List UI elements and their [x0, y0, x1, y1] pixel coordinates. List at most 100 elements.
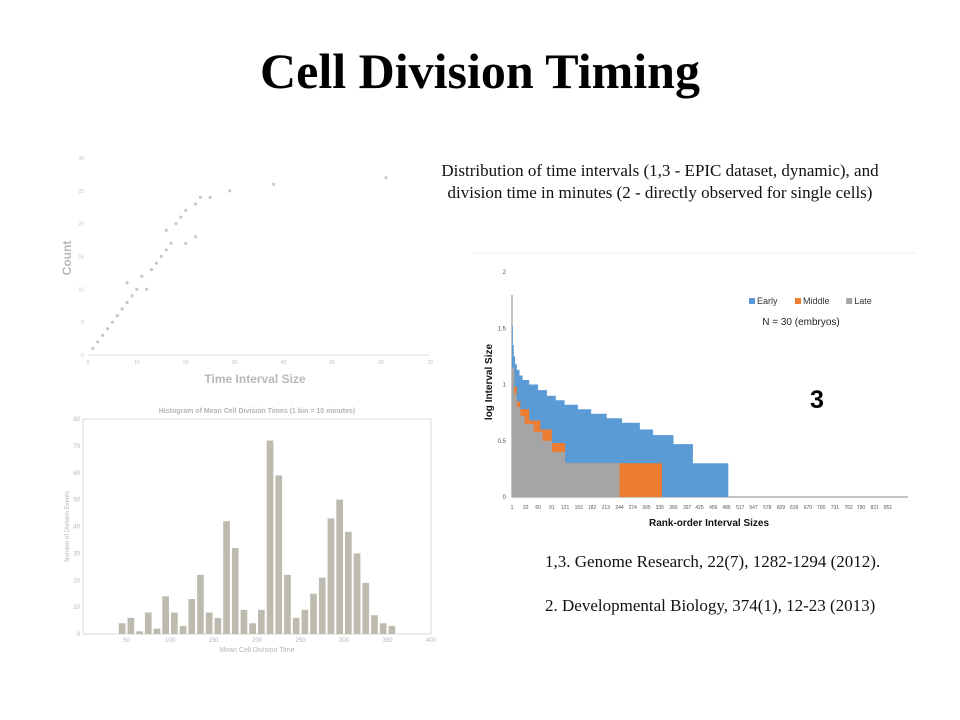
x-tick-label: 40	[281, 360, 287, 366]
x-tick-label: 150	[208, 638, 219, 644]
x-tick-label: 274	[629, 505, 638, 511]
histogram-bar	[205, 612, 213, 634]
x-tick-label: 121	[561, 505, 570, 511]
chart-title: Histogram of Mean Cell Division Times (1…	[159, 408, 356, 415]
x-tick-label: 32	[523, 505, 529, 511]
x-tick-label: 0	[87, 360, 90, 366]
histogram-bar	[379, 623, 387, 634]
histogram-bar	[197, 574, 204, 634]
histogram-bar	[388, 625, 396, 634]
y-tick-label: 1	[503, 383, 507, 389]
x-tick-label: 305	[642, 505, 651, 511]
y-tick-label: 25	[78, 189, 84, 195]
x-tick-label: 486	[722, 505, 731, 511]
scatter-point	[208, 195, 212, 199]
x-tick-label: 335	[656, 505, 665, 511]
x-tick-label: 400	[426, 638, 437, 644]
x-tick-label: 30	[232, 360, 238, 366]
scatter-point	[145, 287, 149, 291]
x-tick-label: 700	[817, 505, 826, 511]
scatter-point	[174, 222, 178, 226]
histogram-bar	[310, 593, 317, 634]
scatter-point	[184, 241, 188, 245]
y-tick-label: 10	[78, 287, 84, 293]
histogram-bar	[214, 617, 222, 634]
x-tick-label: 50	[330, 360, 336, 366]
histogram-bar	[162, 596, 169, 634]
scatter-point	[179, 215, 183, 219]
histogram-bar	[188, 599, 196, 634]
x-tick-label: 456	[709, 505, 718, 511]
x-tick-label: 1	[511, 505, 514, 511]
histogram-bar	[371, 615, 378, 634]
legend-swatch-early	[749, 298, 755, 304]
y-tick-label: 70	[73, 444, 80, 450]
y-tick-label: 80	[73, 417, 80, 423]
histogram-bar	[266, 440, 274, 634]
histogram-bar	[284, 574, 291, 634]
y-tick-label: 20	[78, 222, 84, 228]
x-tick-label: 547	[749, 505, 758, 511]
x-tick-label: 70	[427, 360, 433, 366]
x-tick-label: 425	[695, 505, 704, 511]
scatter-point	[184, 208, 188, 213]
legend-label-early: Early	[757, 296, 778, 306]
x-tick-label: 244	[615, 505, 624, 511]
histogram-bar	[153, 628, 161, 634]
y-tick-label: 2	[503, 270, 507, 276]
scatter-point	[384, 176, 388, 180]
x-tick-label: 821	[871, 505, 880, 511]
scatter-point	[125, 281, 129, 285]
y-tick-label: 15	[78, 255, 84, 261]
x-tick-label: 762	[844, 505, 853, 511]
x-tick-label: 60	[535, 505, 541, 511]
legend-label-middle: Middle	[803, 296, 830, 306]
scatter-point	[228, 189, 232, 193]
scatter-point	[101, 333, 105, 337]
legend-swatch-middle	[795, 298, 801, 304]
y-tick-label: 5	[81, 320, 84, 326]
histogram-bar	[127, 617, 135, 634]
x-tick-label: 300	[339, 638, 350, 644]
y-tick-label: 0	[81, 353, 84, 359]
x-tick-label: 670	[804, 505, 813, 511]
histogram-bar	[292, 617, 300, 634]
x-tick-label: 851	[884, 505, 893, 511]
series-area-late	[512, 367, 620, 497]
x-tick-label: 200	[252, 638, 263, 644]
caption-line-1: Distribution of time intervals (1,3 - EP…	[441, 161, 879, 180]
scatter-point	[130, 294, 134, 298]
x-tick-label: 517	[736, 505, 745, 511]
histogram-bar	[301, 609, 309, 634]
x-axis-label: Time Interval Size	[204, 372, 305, 386]
scatter-point	[193, 235, 198, 239]
caption-line-2: division time in minutes (2 - directly o…	[447, 183, 873, 202]
histogram-bar	[362, 582, 370, 634]
scatter-point	[140, 274, 144, 278]
scatter-point	[115, 314, 119, 318]
x-tick-label: 152	[575, 505, 584, 511]
x-tick-label: 609	[777, 505, 786, 511]
x-tick-label: 350	[382, 638, 393, 644]
x-tick-label: 639	[790, 505, 799, 511]
y-tick-label: 1.5	[498, 326, 507, 332]
histogram-bar	[240, 609, 248, 634]
scatter-point	[272, 182, 276, 186]
x-tick-label: 10	[134, 360, 140, 366]
y-tick-label: 30	[73, 551, 80, 557]
y-axis-label: Count	[60, 241, 74, 276]
x-axis-label: Mean Cell Division Time	[219, 647, 294, 654]
y-tick-label: 40	[73, 525, 80, 531]
histogram-bar	[118, 623, 126, 634]
y-tick-label: 20	[73, 578, 80, 584]
histogram-bar	[179, 625, 187, 634]
histogram-bar	[223, 521, 230, 634]
plot-frame	[82, 418, 432, 635]
scatter-point	[164, 228, 168, 232]
series-area-early	[512, 326, 729, 497]
x-tick-label: 20	[183, 360, 189, 366]
x-tick-label: 213	[602, 505, 611, 511]
x-axis-label: Rank-order Interval Sizes	[649, 518, 769, 529]
scatter-point	[154, 261, 158, 265]
scatter-point	[169, 241, 173, 245]
